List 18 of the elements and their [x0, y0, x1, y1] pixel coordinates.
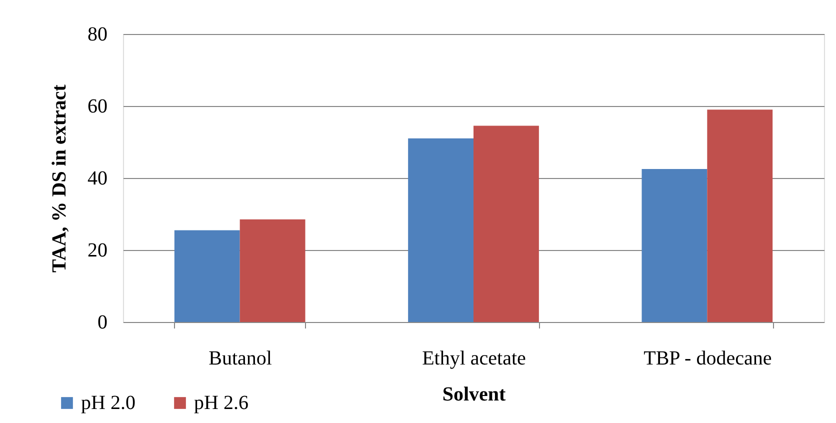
x-tick-label: Ethyl acetate [422, 348, 526, 370]
y-tick-label: 60 [88, 96, 108, 118]
y-tick-label: 0 [98, 312, 108, 334]
y-tick-label: 80 [88, 24, 108, 46]
legend-label: pH 2.0 [81, 392, 136, 414]
bar [408, 138, 474, 322]
bar [174, 230, 240, 322]
y-tick-label: 20 [88, 240, 108, 262]
y-axis-title: TAA, % DS in extract [48, 84, 70, 272]
bar [642, 169, 708, 322]
bar [707, 110, 773, 322]
bar [240, 219, 306, 322]
bar [474, 126, 539, 322]
x-tick-label: Butanol [208, 348, 272, 370]
x-tick-label: TBP - dodecane [644, 348, 772, 370]
legend-label: pH 2.6 [194, 392, 248, 414]
y-tick-label: 40 [88, 168, 108, 190]
x-axis-title: Solvent [442, 384, 506, 406]
